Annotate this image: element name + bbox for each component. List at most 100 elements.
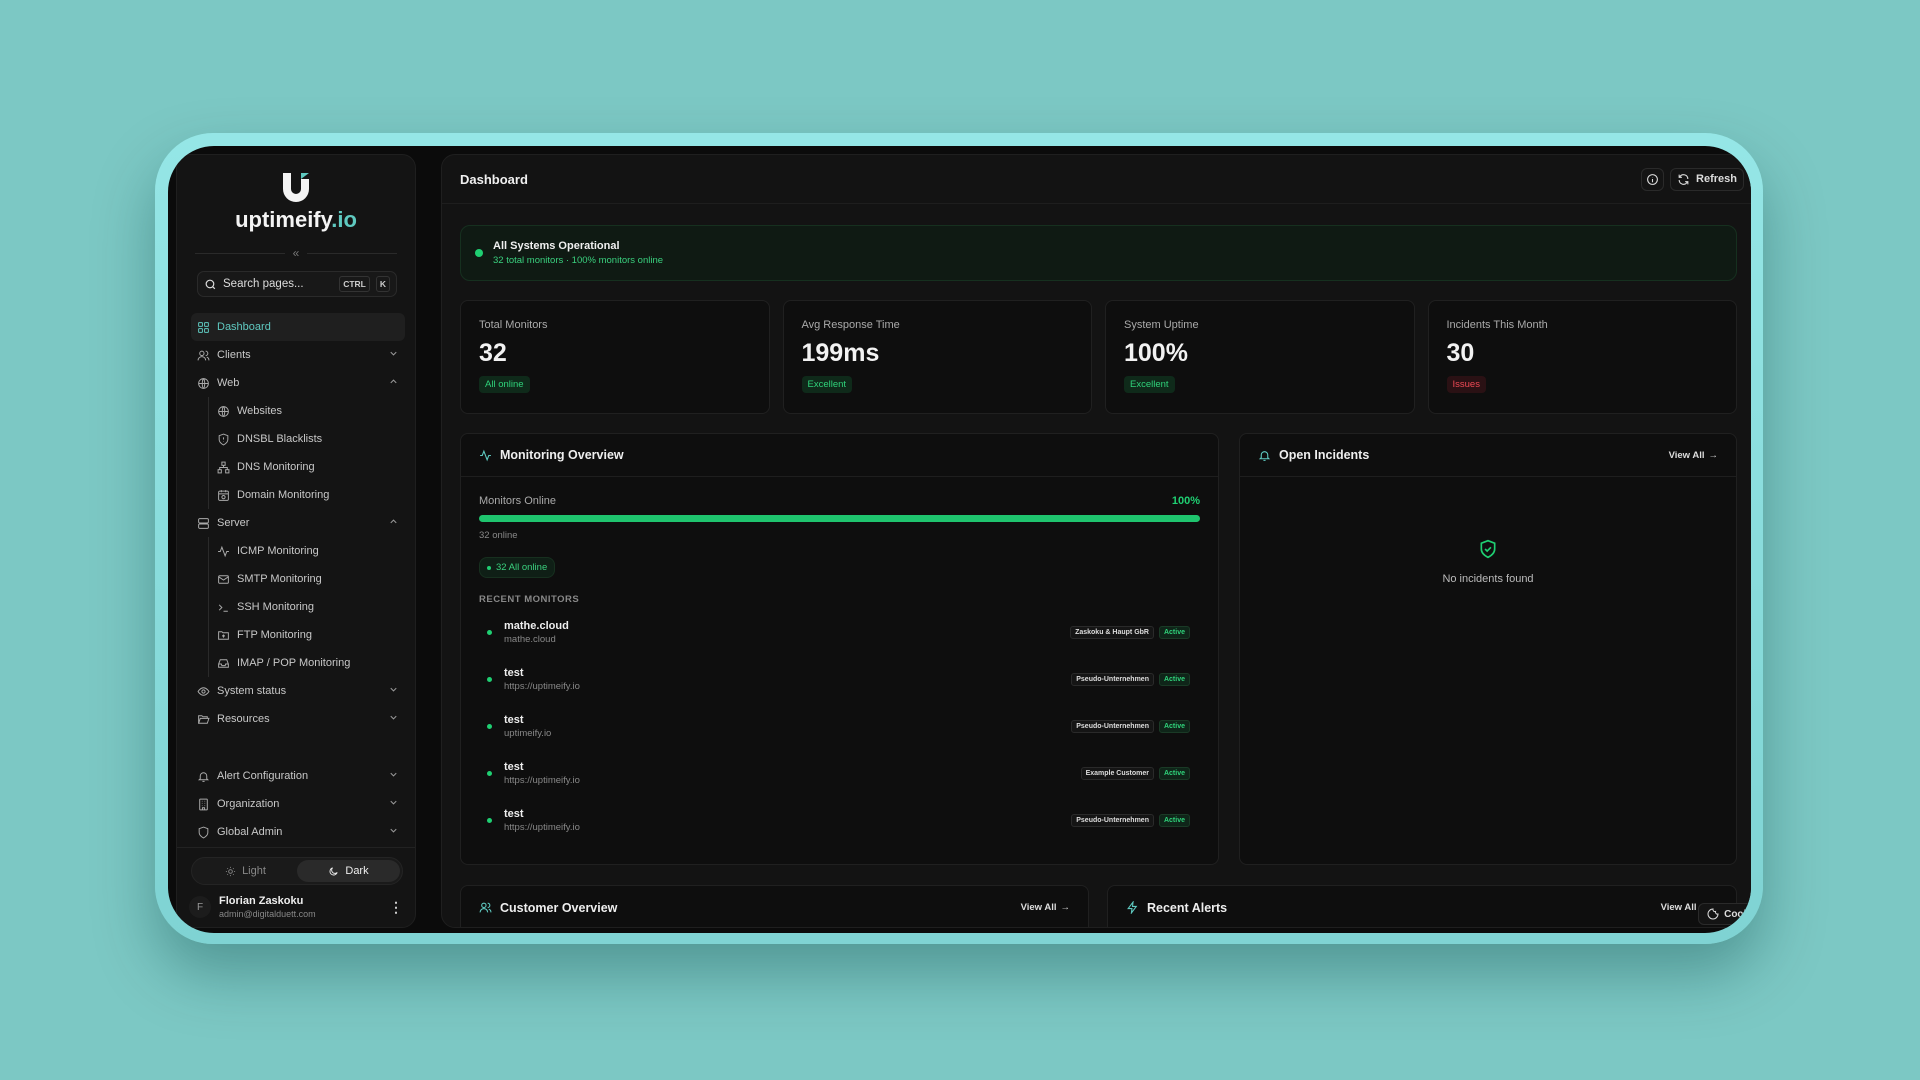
panel-header: Open Incidents View All → [1240, 434, 1736, 477]
sidebar-item-icmp-monitoring[interactable]: ICMP Monitoring [191, 537, 405, 565]
customer-tag: Example Customer [1080, 767, 1154, 780]
monitor-name: test [504, 667, 524, 679]
view-all-customers-link[interactable]: View All → [1021, 902, 1070, 913]
sidebar-item-dnsbl-blacklists[interactable]: DNSBL Blacklists [191, 425, 405, 453]
sidebar-item-ssh-monitoring[interactable]: SSH Monitoring [191, 593, 405, 621]
customer-tag: Pseudo-Unternehmen [1071, 814, 1154, 827]
sidebar-item-label: DNS Monitoring [237, 461, 315, 473]
customer-overview-panel: Customer Overview View All → [460, 885, 1089, 927]
sidebar-item-websites[interactable]: Websites [191, 397, 405, 425]
status-banner: All Systems Operational 32 total monitor… [460, 225, 1737, 281]
chevron-down-icon[interactable] [388, 769, 399, 783]
recent-monitors-list: mathe.cloud mathe.cloud Zaskoku & Haupt Gb… [461, 609, 1218, 844]
customer-tag: Zaskoku & Haupt GbR [1070, 626, 1154, 639]
stat-value: 32 [479, 339, 507, 367]
search-placeholder: Search pages... [223, 278, 304, 290]
moon-icon [329, 866, 338, 875]
calendar-clock-icon [218, 489, 229, 501]
status-badge: Active [1158, 673, 1190, 686]
theme-toggle[interactable]: Light Dark [191, 857, 403, 885]
status-dot [487, 818, 492, 823]
sidebar-item-organization[interactable]: Organization [191, 790, 405, 818]
user-profile[interactable]: F Florian Zaskoku admin@digitalduett.com… [189, 891, 403, 923]
open-incidents-panel: Open Incidents View All → No incidents fo… [1239, 433, 1737, 865]
sidebar-item-server[interactable]: Server [191, 509, 405, 537]
arrow-right-icon: → [1708, 449, 1719, 461]
chevron-down-icon[interactable] [388, 825, 399, 839]
search-icon [205, 279, 216, 289]
logo[interactable]: uptimeify.io [177, 171, 415, 233]
monitor-row[interactable]: test https://uptimeify.io Pseudo-Unternehm… [461, 797, 1218, 844]
folder-open-icon [197, 714, 210, 724]
monitors-online-label: Monitors Online [479, 495, 557, 507]
logo-mark-icon [283, 173, 309, 202]
empty-state: No incidents found [1240, 539, 1736, 585]
sidebar-item-global-admin[interactable]: Global Admin [191, 818, 405, 846]
sidebar-item-ftp-monitoring[interactable]: FTP Monitoring [191, 621, 405, 649]
refresh-icon [1678, 173, 1689, 185]
info-button[interactable] [1641, 167, 1665, 191]
sidebar-item-clients[interactable]: Clients [191, 341, 405, 369]
panel-title: Monitoring Overview [500, 448, 624, 462]
status-badge: Active [1158, 814, 1190, 827]
theme-dark-button[interactable]: Dark [297, 860, 400, 882]
refresh-button[interactable]: Refresh [1670, 167, 1744, 191]
sidebar-item-imap-pop-monitoring[interactable]: IMAP / POP Monitoring [191, 649, 405, 677]
dashboard-icon [198, 321, 209, 333]
stat-cards: Total Monitors 32 All online Avg Response T… [460, 300, 1737, 414]
logo-text: uptimeify.io [177, 207, 415, 233]
user-name: Florian Zaskoku [219, 895, 304, 907]
server-icon [198, 517, 209, 529]
view-all-incidents-link[interactable]: View All → [1669, 450, 1718, 461]
chevron-down-icon[interactable] [388, 348, 399, 362]
all-online-pill: 32 All online [479, 557, 556, 578]
chevron-down-icon[interactable] [388, 712, 399, 726]
chevron-up-icon[interactable] [388, 516, 399, 530]
panel-header: Customer Overview View All → [461, 886, 1088, 927]
cookies-button[interactable]: Cookies [1698, 903, 1751, 925]
theme-light-button[interactable]: Light [194, 860, 297, 882]
monitor-row[interactable]: test https://uptimeify.io Pseudo-Unternehm… [461, 656, 1218, 703]
status-dot [487, 677, 492, 682]
sidebar-item-resources[interactable]: Resources [191, 705, 405, 733]
progress-fill [479, 515, 1200, 522]
sidebar-item-domain-monitoring[interactable]: Domain Monitoring [191, 481, 405, 509]
sidebar-item-alert-configuration[interactable]: Alert Configuration [191, 762, 405, 790]
customer-tag: Pseudo-Unternehmen [1071, 720, 1154, 733]
sidebar-item-label: Resources [217, 713, 270, 725]
stat-card-total-monitors: Total Monitors 32 All online [460, 300, 770, 414]
network-icon [217, 461, 230, 473]
status-badge: Active [1158, 626, 1190, 639]
brand-name: uptimeify [235, 207, 332, 232]
sidebar-item-label: System status [217, 685, 287, 697]
stat-value: 199ms [801, 339, 880, 367]
monitor-row[interactable]: mathe.cloud mathe.cloud Zaskoku & Haupt Gb… [461, 609, 1218, 656]
sidebar-item-smtp-monitoring[interactable]: SMTP Monitoring [191, 565, 405, 593]
mail-icon [218, 574, 229, 584]
sidebar-item-system-status[interactable]: System status [191, 677, 405, 705]
sidebar-item-label: ICMP Monitoring [237, 545, 319, 557]
monitor-url: https://uptimeify.io [504, 775, 580, 786]
chevron-up-icon[interactable] [388, 376, 399, 390]
monitor-row[interactable]: test https://uptimeify.io Example Customer… [461, 750, 1218, 797]
sidebar-item-dashboard[interactable]: Dashboard [191, 313, 405, 341]
pill-label: 32 All online [496, 562, 548, 573]
sidebar-item-label: SSH Monitoring [237, 601, 315, 613]
search-input[interactable]: Search pages... CTRL K [197, 271, 397, 297]
collapse-sidebar-button[interactable]: « [195, 246, 397, 260]
activity-icon [218, 545, 229, 557]
more-vertical-icon[interactable]: ⋮ [389, 898, 403, 915]
stat-badge: Excellent [801, 376, 853, 393]
monitor-row[interactable]: test uptimeify.io Pseudo-Unternehmen Active [461, 703, 1218, 750]
empty-message: No incidents found [1442, 573, 1534, 585]
zap-icon [1127, 901, 1138, 914]
chevron-down-icon[interactable] [388, 797, 399, 811]
info-icon [1647, 173, 1658, 185]
sidebar-item-label: Web [217, 377, 240, 389]
refresh-label: Refresh [1696, 173, 1737, 185]
sidebar-item-label: Dashboard [217, 321, 271, 333]
sidebar-item-web[interactable]: Web [191, 369, 405, 397]
chevron-down-icon[interactable] [388, 684, 399, 698]
sidebar-item-dns-monitoring[interactable]: DNS Monitoring [191, 453, 405, 481]
recent-alerts-panel: Recent Alerts View All→ [1107, 885, 1737, 927]
